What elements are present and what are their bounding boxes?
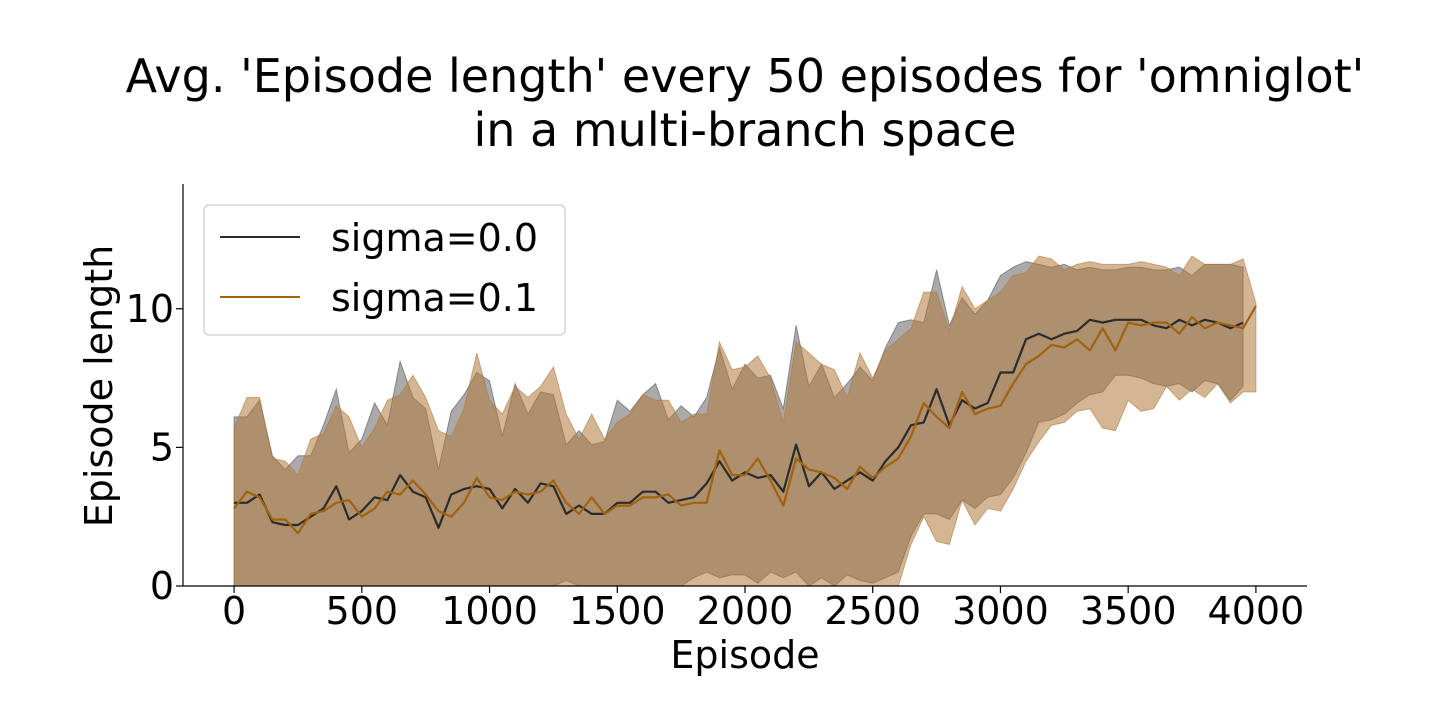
- x-tick-label: 1000: [441, 589, 538, 633]
- x-axis-label: Episode: [670, 633, 819, 677]
- x-tick-label: 1500: [569, 589, 666, 633]
- legend: sigma=0.0 sigma=0.1: [203, 204, 566, 336]
- x-tick-label: 4000: [1208, 589, 1305, 633]
- x-tick-label: 0: [222, 589, 246, 633]
- line-sigma-0-1: [233, 305, 1257, 535]
- chart-title-line-1: Avg. 'Episode length' every 50 episodes …: [126, 49, 1365, 103]
- line-sigma-0-0: [234, 318, 1244, 529]
- x-tick-label: 2500: [824, 589, 921, 633]
- x-tick-label: 500: [326, 589, 399, 633]
- y-tick-label: 0: [150, 564, 174, 608]
- y-axis-ticks: 0 5 10: [126, 287, 183, 608]
- legend-label-sigma-0-0: sigma=0.0: [331, 216, 538, 260]
- x-tick-label: 2000: [697, 589, 794, 633]
- series-lines: [233, 305, 1257, 535]
- x-tick-label: 3000: [952, 589, 1049, 633]
- x-tick-label: 3500: [1080, 589, 1177, 633]
- legend-label-sigma-0-1: sigma=0.1: [331, 276, 538, 320]
- plot-area: [233, 255, 1257, 587]
- y-axis-label: Episode length: [77, 245, 121, 527]
- x-axis-ticks: 0 500 1000 1500 2000 2500 3000 3500 4000: [222, 586, 1304, 633]
- y-tick-label: 5: [150, 425, 174, 469]
- chart-title-line-2: in a multi-branch space: [474, 103, 1017, 157]
- y-tick-label: 10: [126, 287, 174, 331]
